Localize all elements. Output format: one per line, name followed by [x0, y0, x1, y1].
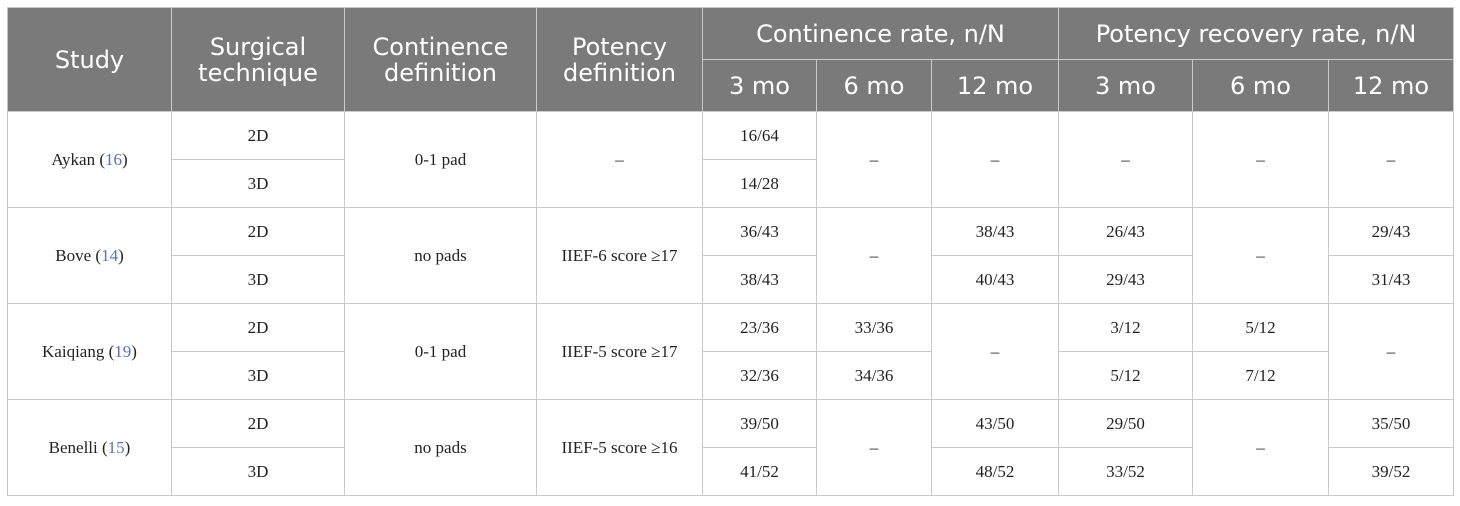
continence-12mo-cell: 48/52: [931, 447, 1059, 496]
continence-6mo-cell: –: [816, 207, 932, 304]
header-potency-6mo: 6 mo: [1192, 59, 1329, 112]
continence-6mo-cell: 34/36: [816, 351, 932, 400]
study-cell: Bove (14): [7, 207, 172, 304]
potency-definition-cell: –: [536, 111, 703, 208]
reference-link[interactable]: 19: [114, 341, 132, 361]
technique-cell: 3D: [171, 351, 345, 400]
table-row: Bove (14) 2D no pads IIEF-6 score ≥17 36…: [7, 207, 1454, 304]
header-potency-12mo: 12 mo: [1328, 59, 1454, 112]
study-name: Bove: [55, 245, 92, 265]
continence-3mo-cell: 36/43: [702, 207, 817, 256]
potency-6mo-cell: 7/12: [1192, 351, 1329, 400]
potency-3mo-cell: 29/50: [1058, 399, 1193, 448]
technique-cell: 2D: [171, 303, 345, 352]
continence-12mo-cell: 43/50: [931, 399, 1059, 448]
continence-12mo-cell: 40/43: [931, 255, 1059, 304]
potency-12mo-cell: –: [1328, 303, 1454, 400]
study-cell: Kaiqiang (19): [7, 303, 172, 400]
potency-3mo-cell: 33/52: [1058, 447, 1193, 496]
continence-6mo-cell: –: [816, 111, 932, 208]
continence-3mo-cell: 14/28: [702, 159, 817, 208]
study-name: Aykan: [51, 149, 96, 169]
study-cell: Benelli (15): [7, 399, 172, 496]
potency-6mo-cell: 5/12: [1192, 303, 1329, 352]
table-row: 3D 38/43 40/43 29/43 31/43: [8, 255, 1454, 304]
potency-3mo-cell: –: [1058, 111, 1193, 208]
continence-12mo-cell: –: [931, 303, 1059, 400]
continence-3mo-cell: 32/36: [702, 351, 817, 400]
table-row: 3D 41/52 48/52 33/52 39/52: [8, 447, 1454, 496]
potency-12mo-cell: 35/50: [1328, 399, 1454, 448]
potency-definition-cell: IIEF-5 score ≥16: [536, 399, 703, 496]
potency-12mo-cell: –: [1328, 111, 1454, 208]
continence-definition-cell: no pads: [344, 207, 537, 304]
technique-cell: 2D: [171, 207, 345, 256]
technique-cell: 3D: [171, 447, 345, 496]
header-potency-recovery-rate: Potency recovery rate, n/N: [1058, 7, 1454, 60]
potency-3mo-cell: 5/12: [1058, 351, 1193, 400]
potency-definition-cell: IIEF-5 score ≥17: [536, 303, 703, 400]
continence-6mo-cell: 33/36: [816, 303, 932, 352]
potency-6mo-cell: –: [1192, 207, 1329, 304]
technique-cell: 3D: [171, 255, 345, 304]
header-surgical-technique: Surgical technique: [171, 7, 345, 112]
table-row: Kaiqiang (19) 2D 0-1 pad IIEF-5 score ≥1…: [7, 303, 1454, 400]
technique-cell: 2D: [171, 399, 345, 448]
table-row: Aykan (16) 2D 0-1 pad – 16/64 – – – – –: [7, 111, 1454, 208]
continence-6mo-cell: –: [816, 399, 932, 496]
study-name: Kaiqiang: [42, 341, 105, 361]
table-row: 3D 32/36 34/36 5/12 7/12: [8, 351, 1454, 400]
table-row: Benelli (15) 2D no pads IIEF-5 score ≥16…: [7, 399, 1454, 496]
continence-definition-cell: no pads: [344, 399, 537, 496]
header-potency-3mo: 3 mo: [1058, 59, 1193, 112]
continence-3mo-cell: 38/43: [702, 255, 817, 304]
study-name: Benelli: [48, 437, 98, 457]
potency-12mo-cell: 29/43: [1328, 207, 1454, 256]
continence-3mo-cell: 39/50: [702, 399, 817, 448]
study-cell: Aykan (16): [7, 111, 172, 208]
technique-cell: 2D: [171, 111, 345, 160]
continence-12mo-cell: 38/43: [931, 207, 1059, 256]
reference-link[interactable]: 14: [101, 245, 119, 265]
potency-3mo-cell: 29/43: [1058, 255, 1193, 304]
potency-12mo-cell: 39/52: [1328, 447, 1454, 496]
table-row: 3D 14/28: [8, 159, 1454, 208]
header-study: Study: [7, 7, 172, 112]
potency-6mo-cell: –: [1192, 399, 1329, 496]
potency-12mo-cell: 31/43: [1328, 255, 1454, 304]
continence-3mo-cell: 41/52: [702, 447, 817, 496]
results-table: Study Surgical technique Continence defi…: [7, 7, 1454, 496]
continence-3mo-cell: 23/36: [702, 303, 817, 352]
header-continence-3mo: 3 mo: [702, 59, 817, 112]
continence-12mo-cell: –: [931, 111, 1059, 208]
continence-3mo-cell: 16/64: [702, 111, 817, 160]
header-continence-6mo: 6 mo: [816, 59, 932, 112]
header-continence-definition: Continence definition: [344, 7, 537, 112]
continence-definition-cell: 0-1 pad: [344, 111, 537, 208]
continence-definition-cell: 0-1 pad: [344, 303, 537, 400]
header-potency-definition: Potency definition: [536, 7, 703, 112]
header-continence-rate: Continence rate, n/N: [702, 7, 1059, 60]
potency-6mo-cell: –: [1192, 111, 1329, 208]
reference-link[interactable]: 16: [105, 149, 122, 169]
technique-cell: 3D: [171, 159, 345, 208]
potency-3mo-cell: 26/43: [1058, 207, 1193, 256]
potency-3mo-cell: 3/12: [1058, 303, 1193, 352]
potency-definition-cell: IIEF-6 score ≥17: [536, 207, 703, 304]
reference-link[interactable]: 15: [107, 437, 125, 457]
header-continence-12mo: 12 mo: [931, 59, 1059, 112]
